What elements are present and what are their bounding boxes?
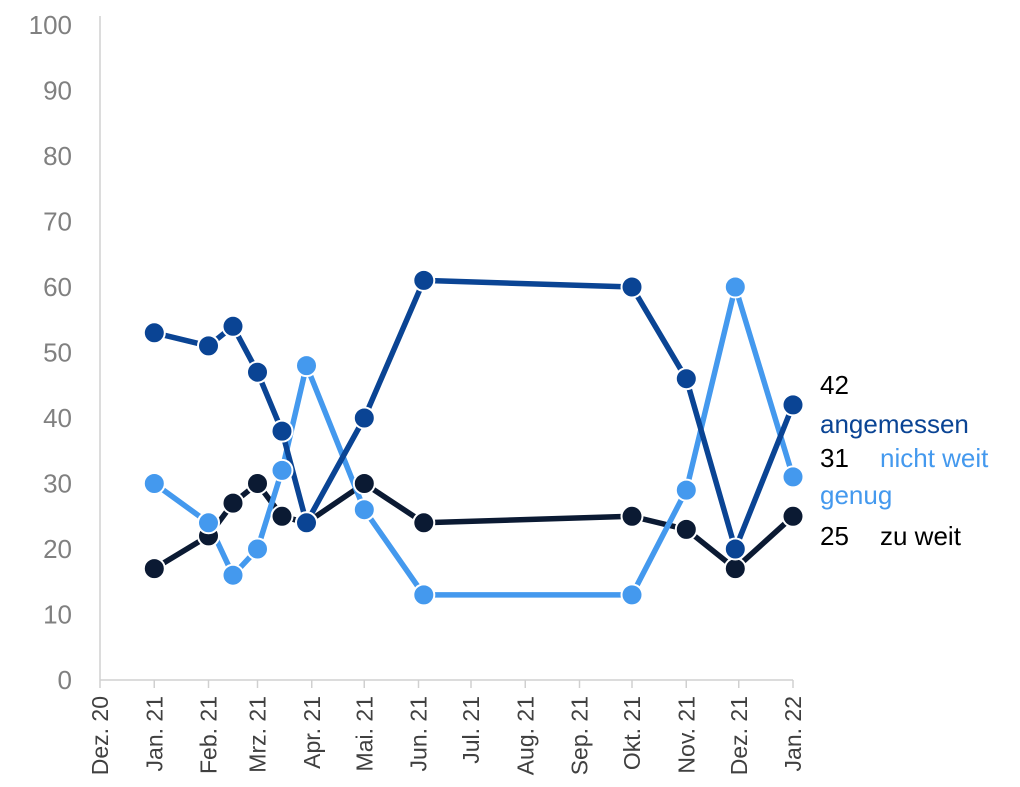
x-tick-label-mrz-21: Mrz. 21 (245, 696, 271, 773)
end-label-name2-nicht-weit-genug: genug (820, 480, 892, 510)
series-point-angemessen-4 (270, 419, 294, 443)
series-point-nicht-weit-genug-10 (723, 275, 747, 299)
x-axis-ticks: Dez. 20 Jan. 21 Feb. 21 Mrz. 21 Apr. 21 Mai. … (87, 680, 806, 775)
series-point-zu-weit-3 (246, 472, 269, 495)
series-point-angemessen-8 (620, 275, 644, 299)
end-label-value-nicht-weit-genug: 31 (820, 443, 849, 473)
y-tick-label-90: 90 (43, 76, 72, 106)
series-point-angemessen-11 (781, 393, 805, 417)
x-tick-label-jul-21: Jul. 21 (458, 696, 484, 764)
series-point-angemessen-2 (221, 314, 245, 338)
series-point-zu-weit-7 (412, 511, 436, 535)
series-point-zu-weit-9 (674, 517, 698, 541)
series-point-nicht-weit-genug-5 (295, 354, 318, 378)
series-point-angemessen-3 (246, 360, 269, 384)
series-point-zu-weit-4 (270, 504, 294, 528)
series-point-angemessen-9 (674, 367, 698, 391)
y-tick-label-0: 0 (58, 665, 72, 695)
y-tick-label-10: 10 (43, 600, 72, 630)
series-point-angemessen-7 (412, 268, 436, 292)
series-points (142, 268, 805, 607)
y-tick-label-20: 20 (43, 534, 72, 564)
series-point-nicht-weit-genug-0 (142, 472, 166, 495)
series-point-zu-weit-11 (781, 504, 805, 528)
x-tick-label-aug-21: Aug. 21 (512, 696, 538, 775)
y-axis-ticks: 0 10 20 30 40 50 60 70 80 90 100 (29, 10, 72, 695)
x-tick-label-nov-21: Nov. 21 (673, 696, 699, 774)
end-label-value-angemessen: 42 (820, 370, 849, 400)
series-point-zu-weit-0 (142, 557, 166, 581)
y-tick-label-40: 40 (43, 403, 72, 433)
x-tick-label-jan-21: Jan. 21 (141, 696, 167, 771)
series-point-angemessen-5 (295, 511, 318, 535)
series-point-nicht-weit-genug-8 (620, 583, 644, 607)
series-point-nicht-weit-genug-3 (246, 537, 269, 561)
series-point-zu-weit-6 (352, 472, 376, 495)
series-point-zu-weit-10 (723, 557, 747, 581)
series-point-nicht-weit-genug-9 (674, 478, 698, 502)
x-tick-label-apr-21: Apr. 21 (299, 696, 325, 769)
series-point-angemessen-0 (142, 321, 166, 345)
series-point-nicht-weit-genug-1 (197, 511, 220, 535)
end-label-name-angemessen: angemessen (820, 409, 969, 439)
x-tick-label-dez-21: Dez. 21 (726, 696, 752, 775)
end-label-name-zu-weit: zu weit (880, 521, 962, 551)
x-tick-label-jan-22: Jan. 22 (780, 696, 806, 771)
x-tick-label-okt-21: Okt. 21 (619, 696, 645, 770)
series-point-angemessen-6 (352, 406, 376, 430)
y-tick-label-70: 70 (43, 207, 72, 237)
y-tick-label-100: 100 (29, 10, 72, 40)
series-point-nicht-weit-genug-6 (352, 498, 376, 522)
series-point-nicht-weit-genug-11 (781, 465, 805, 489)
series-point-angemessen-1 (197, 334, 220, 358)
axes (99, 16, 793, 681)
series-line-angemessen (151, 277, 796, 552)
x-tick-label-jun-21: Jun. 21 (406, 696, 432, 771)
y-tick-label-50: 50 (43, 338, 72, 368)
series-point-nicht-weit-genug-4 (270, 458, 294, 482)
series-point-zu-weit-8 (620, 504, 644, 528)
y-tick-label-30: 30 (43, 469, 72, 499)
series-point-angemessen-10 (723, 537, 747, 561)
series-point-nicht-weit-genug-2 (221, 563, 245, 587)
x-tick-label-mai-21: Mai. 21 (351, 696, 377, 771)
y-tick-label-60: 60 (43, 272, 72, 302)
end-labels: 42 angemessen 31 nicht weit genug 25 zu … (820, 370, 989, 551)
x-tick-label-feb-21: Feb. 21 (196, 696, 222, 774)
series-point-nicht-weit-genug-7 (412, 583, 436, 607)
series-point-zu-weit-2 (221, 491, 245, 515)
end-label-value-zu-weit: 25 (820, 521, 849, 551)
y-tick-label-80: 80 (43, 141, 72, 171)
x-tick-label-sep-21: Sep. 21 (567, 696, 593, 775)
end-label-name-nicht-weit-genug: nicht weit (880, 443, 989, 473)
x-tick-label-dez-20: Dez. 20 (87, 696, 113, 775)
